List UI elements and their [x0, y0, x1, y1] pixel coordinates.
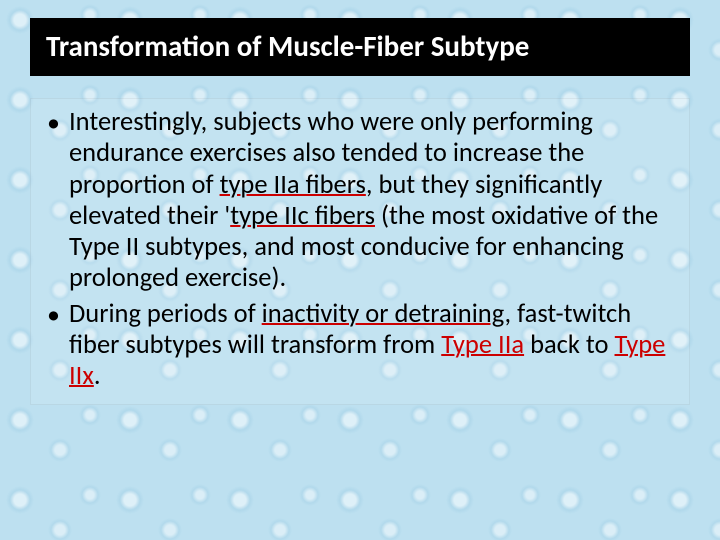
highlight-type-iia: Type IIa	[441, 329, 524, 361]
slide-title-bar: Transformation of Muscle-Fiber Subtype	[30, 18, 690, 76]
bullet-list: Interestingly, subjects who were only pe…	[41, 107, 679, 392]
highlight-inactivity: inactivity or detraining	[262, 298, 505, 330]
bullet-text: back to	[524, 329, 614, 361]
slide-title: Transformation of Muscle-Fiber Subtype	[46, 28, 529, 64]
bullet-text: .	[94, 360, 101, 392]
content-box: Interestingly, subjects who were only pe…	[30, 98, 690, 405]
highlight-type-iia-fibers: type IIa fibers	[220, 169, 366, 201]
list-item: During periods of inactivity or detraini…	[69, 299, 679, 393]
highlight-type-iic-fibers: type IIc fibers	[230, 200, 375, 232]
slide-container: Transformation of Muscle-Fiber Subtype I…	[0, 0, 720, 540]
list-item: Interestingly, subjects who were only pe…	[69, 107, 679, 295]
bullet-text: During periods of	[69, 298, 262, 330]
